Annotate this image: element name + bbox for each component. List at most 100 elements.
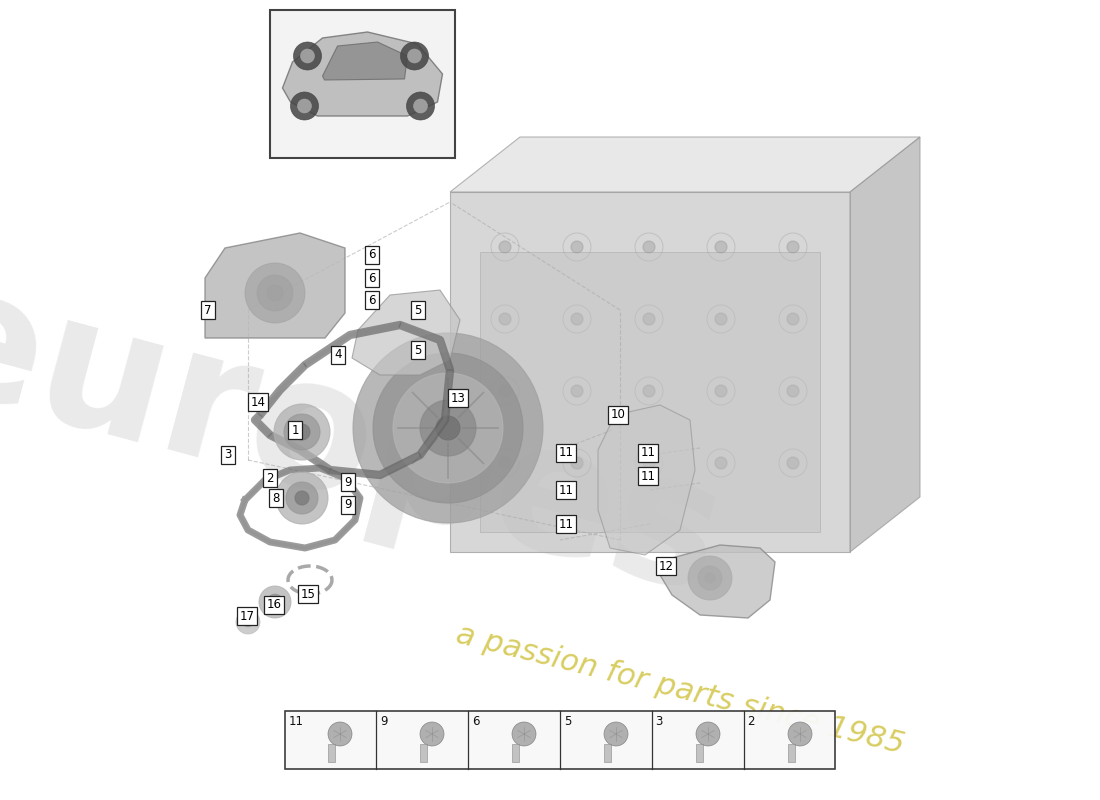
Text: 1: 1 bbox=[292, 423, 299, 437]
Circle shape bbox=[436, 416, 460, 440]
Bar bbox=[480, 252, 820, 532]
Circle shape bbox=[644, 385, 654, 397]
Circle shape bbox=[499, 313, 512, 325]
Text: europes: europes bbox=[0, 249, 740, 631]
Text: 3: 3 bbox=[224, 449, 232, 462]
Text: 11: 11 bbox=[640, 446, 656, 459]
Circle shape bbox=[400, 42, 429, 70]
Circle shape bbox=[715, 241, 727, 253]
Bar bbox=[328, 744, 336, 762]
Polygon shape bbox=[283, 32, 442, 116]
Text: 2: 2 bbox=[266, 471, 274, 485]
Text: 2: 2 bbox=[747, 715, 755, 728]
Text: 6: 6 bbox=[368, 294, 376, 306]
Circle shape bbox=[276, 472, 328, 524]
Bar bbox=[604, 744, 611, 762]
Circle shape bbox=[267, 285, 283, 301]
Text: 16: 16 bbox=[266, 598, 282, 611]
Circle shape bbox=[499, 457, 512, 469]
Circle shape bbox=[294, 424, 310, 440]
Text: 5: 5 bbox=[415, 303, 421, 317]
Circle shape bbox=[420, 400, 476, 456]
Circle shape bbox=[243, 617, 253, 627]
Text: 11: 11 bbox=[640, 470, 656, 482]
Text: 12: 12 bbox=[659, 559, 673, 573]
Polygon shape bbox=[850, 137, 920, 552]
Text: 14: 14 bbox=[251, 395, 265, 409]
Circle shape bbox=[715, 385, 727, 397]
Text: 10: 10 bbox=[610, 409, 626, 422]
Circle shape bbox=[267, 594, 283, 610]
Text: 5: 5 bbox=[415, 343, 421, 357]
Circle shape bbox=[290, 92, 319, 120]
Text: 9: 9 bbox=[344, 475, 352, 489]
Polygon shape bbox=[322, 42, 407, 80]
Circle shape bbox=[688, 556, 732, 600]
Bar bbox=[788, 744, 795, 762]
Circle shape bbox=[786, 457, 799, 469]
Circle shape bbox=[286, 482, 318, 514]
Circle shape bbox=[644, 241, 654, 253]
Polygon shape bbox=[450, 192, 850, 552]
Circle shape bbox=[300, 49, 315, 63]
Circle shape bbox=[499, 385, 512, 397]
Circle shape bbox=[274, 404, 330, 460]
Text: 11: 11 bbox=[559, 518, 573, 530]
Polygon shape bbox=[660, 545, 776, 618]
Polygon shape bbox=[205, 233, 345, 338]
Circle shape bbox=[393, 373, 503, 483]
Polygon shape bbox=[598, 405, 695, 555]
Text: 11: 11 bbox=[559, 446, 573, 459]
Circle shape bbox=[407, 49, 421, 63]
Circle shape bbox=[786, 241, 799, 253]
Circle shape bbox=[236, 610, 260, 634]
Circle shape bbox=[705, 573, 715, 583]
Text: 6: 6 bbox=[368, 271, 376, 285]
Circle shape bbox=[512, 722, 536, 746]
Bar bbox=[420, 744, 427, 762]
Polygon shape bbox=[352, 290, 460, 375]
Circle shape bbox=[499, 241, 512, 253]
Circle shape bbox=[295, 491, 309, 505]
Circle shape bbox=[407, 92, 434, 120]
Circle shape bbox=[257, 275, 293, 311]
Text: 4: 4 bbox=[334, 349, 342, 362]
Bar bbox=[512, 744, 519, 762]
Text: 9: 9 bbox=[381, 715, 388, 728]
Circle shape bbox=[571, 241, 583, 253]
Text: 7: 7 bbox=[205, 303, 211, 317]
Circle shape bbox=[788, 722, 812, 746]
Text: 13: 13 bbox=[451, 391, 465, 405]
Text: 8: 8 bbox=[273, 491, 279, 505]
Circle shape bbox=[786, 313, 799, 325]
Text: 11: 11 bbox=[289, 715, 304, 728]
Text: 9: 9 bbox=[344, 498, 352, 511]
Circle shape bbox=[420, 722, 444, 746]
Bar bbox=[285, 711, 835, 769]
Circle shape bbox=[353, 333, 543, 523]
Text: a passion for parts since 1985: a passion for parts since 1985 bbox=[453, 620, 908, 760]
Circle shape bbox=[715, 457, 727, 469]
Text: 5: 5 bbox=[564, 715, 571, 728]
Circle shape bbox=[698, 566, 722, 590]
Circle shape bbox=[786, 385, 799, 397]
Circle shape bbox=[297, 99, 311, 113]
Text: 6: 6 bbox=[472, 715, 480, 728]
Circle shape bbox=[258, 586, 292, 618]
Text: 17: 17 bbox=[240, 610, 254, 622]
Circle shape bbox=[644, 457, 654, 469]
Polygon shape bbox=[450, 137, 920, 192]
Circle shape bbox=[571, 457, 583, 469]
Text: 3: 3 bbox=[656, 715, 663, 728]
Text: 6: 6 bbox=[368, 249, 376, 262]
Circle shape bbox=[715, 313, 727, 325]
Circle shape bbox=[644, 313, 654, 325]
Circle shape bbox=[373, 353, 522, 503]
Circle shape bbox=[328, 722, 352, 746]
Bar bbox=[270, 10, 455, 158]
Circle shape bbox=[696, 722, 720, 746]
Circle shape bbox=[245, 263, 305, 323]
Bar bbox=[696, 744, 703, 762]
Circle shape bbox=[571, 385, 583, 397]
Circle shape bbox=[294, 42, 321, 70]
